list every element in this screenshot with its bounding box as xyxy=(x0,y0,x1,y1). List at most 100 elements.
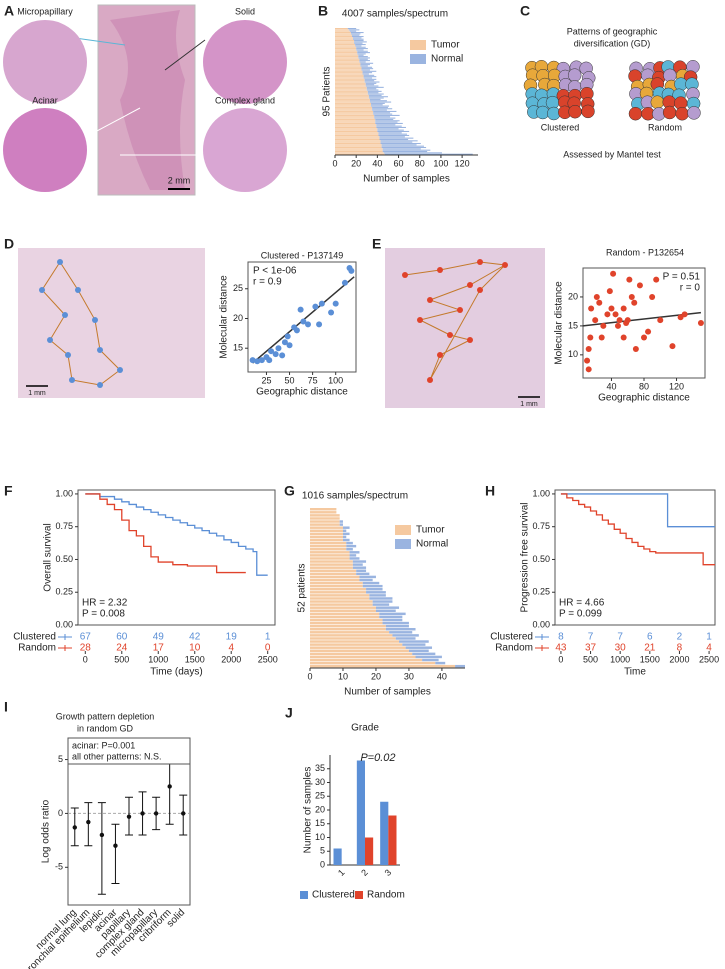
plot-frame xyxy=(77,489,276,626)
bar-segment xyxy=(374,117,396,119)
bar-segment xyxy=(335,137,380,139)
bar-segment xyxy=(335,61,360,63)
bar-segment xyxy=(366,591,386,594)
point xyxy=(616,317,623,324)
x-tick-label: 0 xyxy=(83,654,88,664)
panel-letter: C xyxy=(520,3,530,19)
bar-segment xyxy=(335,48,357,50)
y-tick-label: 35 xyxy=(315,763,325,773)
bar-segment xyxy=(372,603,390,606)
error-bar xyxy=(97,802,106,895)
chart-title: 1016 samples/spectrum xyxy=(302,491,408,502)
bar-segment xyxy=(346,544,357,548)
at-risk-count: 1 xyxy=(265,632,271,643)
bar-segment xyxy=(375,606,400,609)
bar-segment xyxy=(335,96,369,98)
bar-segment xyxy=(371,104,383,106)
bar-segment xyxy=(335,146,382,149)
bar-segment xyxy=(375,122,403,124)
chart-title: Grade xyxy=(351,723,379,734)
point xyxy=(669,343,676,350)
y-tick-label: 20 xyxy=(233,313,243,323)
y-tick-label: 0.00 xyxy=(55,619,73,629)
bar-segment xyxy=(360,64,370,66)
risk-label: Clustered xyxy=(490,632,533,643)
bar-segment xyxy=(383,152,442,154)
bar-segment xyxy=(335,38,354,40)
bar-segment xyxy=(335,112,374,114)
y-tick-label: 25 xyxy=(233,283,243,293)
x-axis-label: Time (days) xyxy=(150,667,202,678)
x-tick-label: 60 xyxy=(394,158,404,168)
bar-segment xyxy=(310,584,363,588)
x-tick-label: 1500 xyxy=(185,654,205,664)
y-tick-label: 20 xyxy=(568,291,578,301)
point xyxy=(610,270,617,277)
y-tick-label: 0.75 xyxy=(55,521,73,531)
bar-segment xyxy=(310,649,409,652)
bar-segment xyxy=(356,48,368,50)
bar-segment xyxy=(310,563,353,566)
panel-letter: F xyxy=(4,483,13,499)
bar-segment xyxy=(379,138,409,141)
bar-segment xyxy=(362,73,369,75)
bar-segment xyxy=(310,569,357,572)
bar-segment xyxy=(335,134,379,137)
chart-title: Growth pattern depletion xyxy=(56,711,155,721)
bar-segment xyxy=(310,560,353,563)
bar-segment xyxy=(310,557,350,560)
bar-segment xyxy=(335,40,355,42)
legend-label: Tumor xyxy=(416,525,445,536)
x-tick-label: 40 xyxy=(437,671,447,681)
panel-letter: I xyxy=(4,699,8,715)
point xyxy=(258,357,265,364)
bar-segment xyxy=(369,100,387,102)
x-axis-label: Geographic distance xyxy=(598,393,690,404)
tissue-map xyxy=(18,248,205,398)
bar-segment xyxy=(335,132,379,134)
bar-segment xyxy=(335,86,367,88)
y-tick-label: 20 xyxy=(315,804,325,814)
point xyxy=(332,300,339,307)
bar-segment xyxy=(335,138,380,141)
bar-segment xyxy=(349,554,357,557)
point xyxy=(293,327,300,334)
x-axis-label: Number of samples xyxy=(363,174,450,185)
bar-segment xyxy=(335,144,382,146)
y-tick-label: 10 xyxy=(315,832,325,842)
bar-segment xyxy=(382,148,421,150)
survival-curve xyxy=(560,493,715,528)
cell xyxy=(568,104,582,119)
bar-segment xyxy=(310,541,347,545)
bar-segment xyxy=(392,634,419,637)
risk-label: Clustered xyxy=(13,632,56,643)
bar-segment xyxy=(347,28,357,30)
legend-swatch xyxy=(395,525,411,535)
annotation: P = 0.099 xyxy=(559,609,602,620)
bar-segment xyxy=(335,42,355,44)
bar-segment xyxy=(310,646,406,649)
x-tick-label: 500 xyxy=(114,654,129,664)
bar-segment xyxy=(377,129,404,131)
at-risk-count: 2 xyxy=(677,632,683,643)
bar-segment xyxy=(310,661,436,665)
bar-segment xyxy=(335,128,378,130)
bar-segment xyxy=(382,150,428,153)
bar-segment xyxy=(358,56,368,58)
point xyxy=(593,293,600,300)
bar-segment xyxy=(335,80,365,82)
bar-segment xyxy=(335,37,354,39)
bar-segment xyxy=(310,628,386,631)
bar-segment xyxy=(355,45,362,47)
bar-segment xyxy=(335,82,366,84)
y-tick-label: 5 xyxy=(320,846,325,856)
chart: J 0 5 10 15 20 25 30 35 1 2 3 Grade P=0.02 Number of s… xyxy=(285,705,405,901)
bar-segment xyxy=(342,529,347,532)
bar-segment xyxy=(310,581,363,585)
point xyxy=(286,342,293,349)
bar-segment xyxy=(373,110,397,112)
bar-segment xyxy=(335,30,350,32)
point xyxy=(657,317,664,324)
cell-clusters xyxy=(523,59,701,121)
bar-segment xyxy=(371,105,390,107)
